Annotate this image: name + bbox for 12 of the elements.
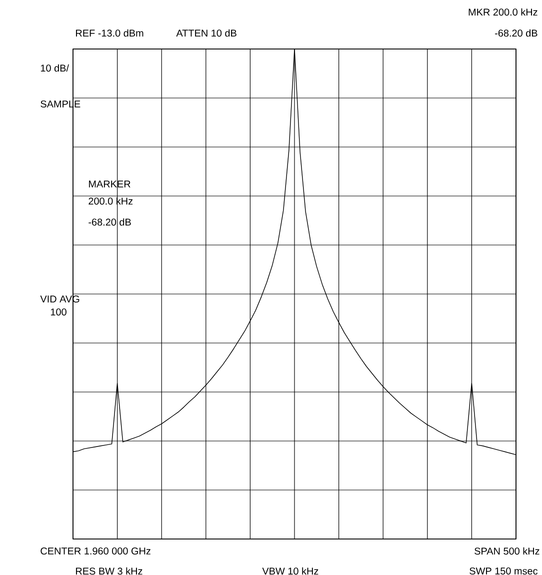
text: CENTER 1.960 000 GHz xyxy=(40,547,150,555)
text: -68.20 dB xyxy=(495,29,538,37)
annotation: -68.20 dB xyxy=(88,218,131,226)
text: REF -13.0 dBm xyxy=(76,29,144,37)
text: SWP 150 msec xyxy=(470,567,538,575)
text: RES BW 3 kHz xyxy=(76,567,142,575)
text: SPAN 500 kHz xyxy=(474,547,540,555)
text: VBW 10 kHz xyxy=(262,567,318,575)
text: ATTEN 10 dB xyxy=(176,29,236,37)
text: MKR 200.0 kHz xyxy=(468,8,538,16)
text: 10 dB/ xyxy=(40,64,69,72)
text: 100 xyxy=(50,308,66,316)
